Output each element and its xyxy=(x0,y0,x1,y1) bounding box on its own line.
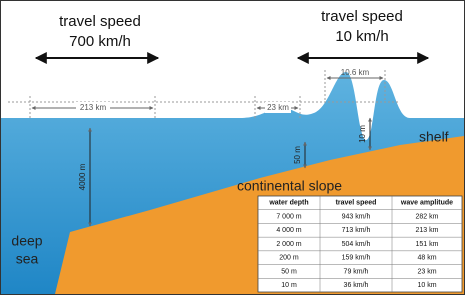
table-cell: 50 m xyxy=(281,268,297,275)
table-header: travel speed xyxy=(336,200,377,207)
table-cell: 213 km xyxy=(416,227,439,234)
zone-label: deep xyxy=(11,233,42,249)
table-cell: 7 000 m xyxy=(276,213,301,220)
table-cell: 79 km/h xyxy=(344,268,369,275)
table-cell: 4 000 m xyxy=(276,227,301,234)
table-cell: 48 km xyxy=(417,255,436,262)
distance-label: 10.6 km xyxy=(341,68,370,77)
table-cell: 282 km xyxy=(416,213,439,220)
depth-label: 50 m xyxy=(293,146,302,164)
data-table: water depth travel speed wave amplitude 7 0… xyxy=(258,196,462,292)
table-cell: 36 km/h xyxy=(344,282,369,289)
table-cell: 23 km xyxy=(417,268,436,275)
depth-label: 10 m xyxy=(358,125,367,143)
speed-value: 10 km/h xyxy=(335,28,388,45)
distance-label: 23 km xyxy=(267,103,289,112)
table-cell: 151 km xyxy=(416,241,439,248)
speed-label: travel speed xyxy=(59,13,141,30)
table-cell: 2 000 m xyxy=(276,241,301,248)
table-header: water depth xyxy=(268,200,308,207)
table-header: wave amplitude xyxy=(400,200,453,207)
table-cell: 504 km/h xyxy=(342,241,371,248)
speed-value: 700 km/h xyxy=(69,33,131,50)
table-cell: 200 m xyxy=(279,255,299,262)
zone-label: sea xyxy=(16,251,39,267)
tsunami-diagram: travel speed 700 km/h travel speed 10 km… xyxy=(0,0,465,295)
table-cell: 10 m xyxy=(281,282,297,289)
depth-label: 4000 m xyxy=(78,163,87,190)
table-cell: 943 km/h xyxy=(342,213,371,220)
table-cell: 159 km/h xyxy=(342,255,371,262)
table-cell: 713 km/h xyxy=(342,227,371,234)
zone-label: shelf xyxy=(419,129,449,145)
distance-label: 213 km xyxy=(80,103,107,112)
speed-label: travel speed xyxy=(321,8,403,25)
zone-label: continental slope xyxy=(237,178,342,194)
table-cell: 10 km xyxy=(417,282,436,289)
